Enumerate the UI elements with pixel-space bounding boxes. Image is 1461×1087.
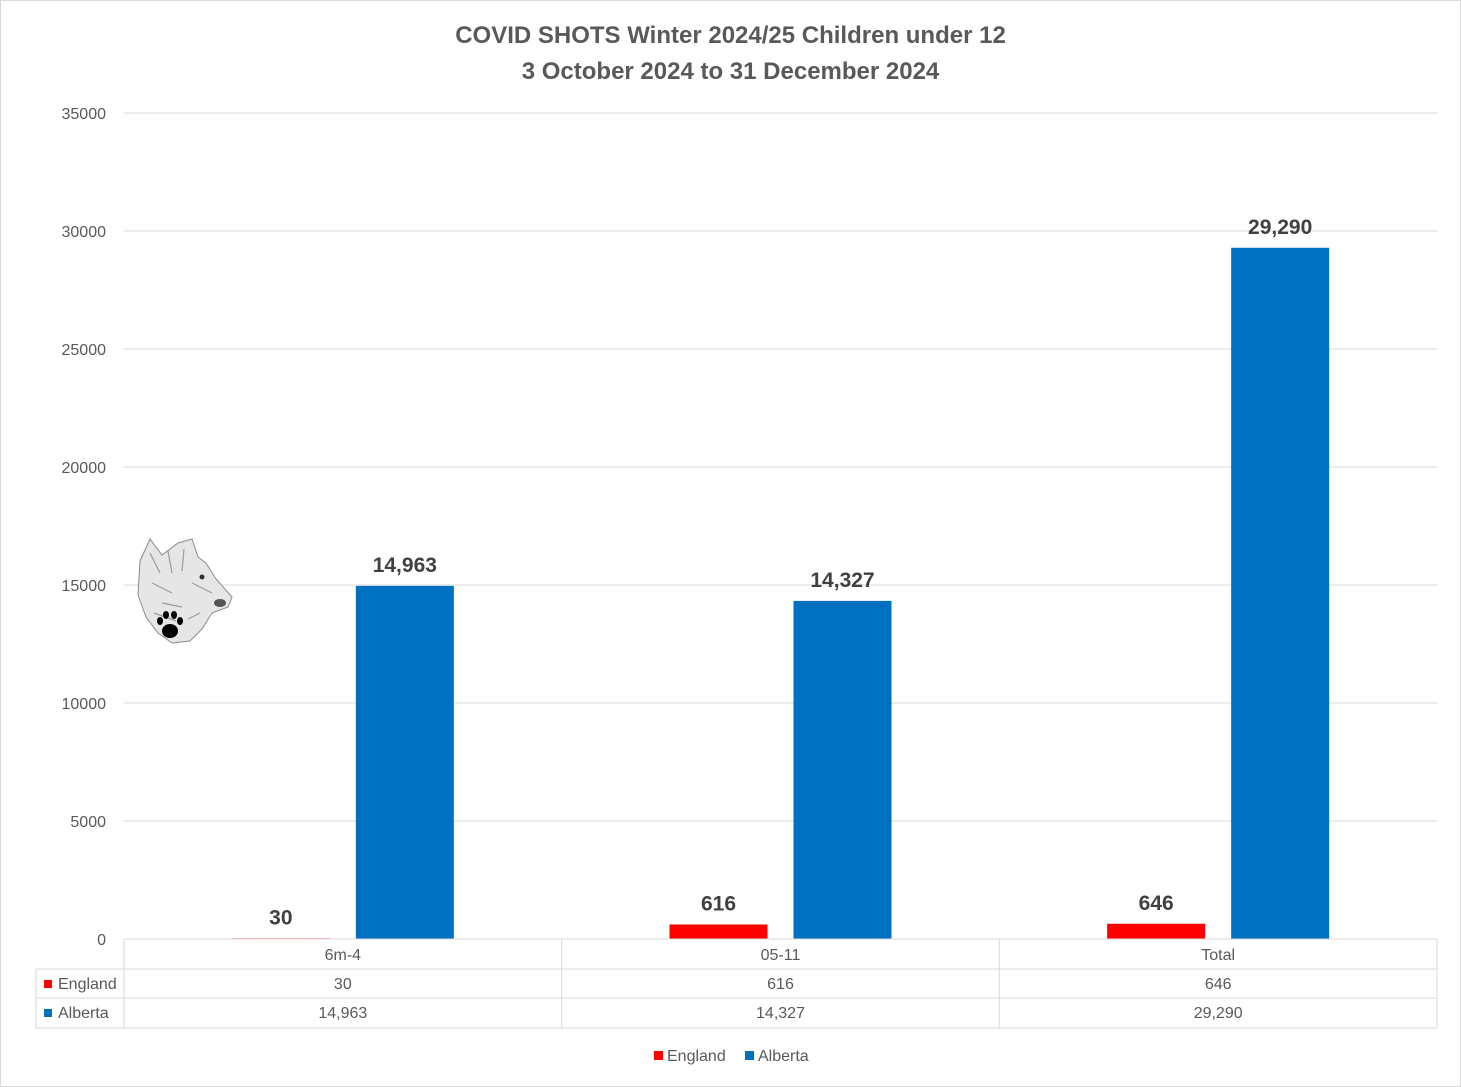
table-cell: 29,290 xyxy=(1194,1005,1243,1022)
table-cell: 646 xyxy=(1205,976,1232,993)
bar-alberta xyxy=(355,585,454,939)
bar-alberta xyxy=(1231,247,1330,940)
chart-subtitle: 3 October 2024 to 31 December 2024 xyxy=(521,58,940,85)
x-category-label: Total xyxy=(1201,947,1235,964)
bar-england xyxy=(1107,923,1206,939)
gridlines: 0 5000 10000 15000 20000 25000 30000 35000 xyxy=(62,106,1437,949)
y-tick-label: 15000 xyxy=(62,578,107,595)
table-series-label: Alberta xyxy=(58,1005,109,1022)
wolf-logo-icon xyxy=(137,538,233,644)
table-cell: 616 xyxy=(767,976,794,993)
table-cell: 14,327 xyxy=(756,1005,805,1022)
legend-label: Alberta xyxy=(758,1048,809,1065)
y-tick-label: 30000 xyxy=(62,224,107,241)
bar-england xyxy=(669,924,768,939)
y-tick-label: 20000 xyxy=(62,460,107,477)
table-cell: 30 xyxy=(334,976,352,993)
y-tick-label: 10000 xyxy=(62,696,107,713)
y-tick-label: 5000 xyxy=(70,814,106,831)
y-tick-label: 25000 xyxy=(62,342,107,359)
data-label: 14,327 xyxy=(810,569,874,592)
x-category-label: 05-11 xyxy=(761,947,801,964)
table-legend-key xyxy=(44,1009,52,1017)
data-label: 646 xyxy=(1139,892,1174,915)
chart-title: COVID SHOTS Winter 2024/25 Children unde… xyxy=(455,22,1006,49)
table-legend-key xyxy=(44,980,52,988)
y-tick-label: 0 xyxy=(97,932,106,949)
table-series-label: England xyxy=(58,976,117,993)
data-table: 6m-4 05-11 Total England 30 616 646 Alberta 14,9… xyxy=(35,938,1438,1029)
legend: England Alberta xyxy=(654,1048,809,1065)
legend-key xyxy=(745,1051,754,1060)
table-cell: 14,963 xyxy=(318,1005,367,1022)
legend-label: England xyxy=(667,1048,726,1065)
data-label: 30 xyxy=(269,906,292,929)
x-category-label: 6m-4 xyxy=(325,947,362,964)
data-label: 616 xyxy=(701,892,736,915)
data-label: 14,963 xyxy=(373,554,437,577)
bars: 30 14,963 616 14,327 646 29,290 xyxy=(231,216,1330,940)
y-tick-label: 35000 xyxy=(62,106,107,123)
data-label: 29,290 xyxy=(1248,216,1312,239)
legend-key xyxy=(654,1051,663,1060)
bar-alberta xyxy=(793,600,892,939)
